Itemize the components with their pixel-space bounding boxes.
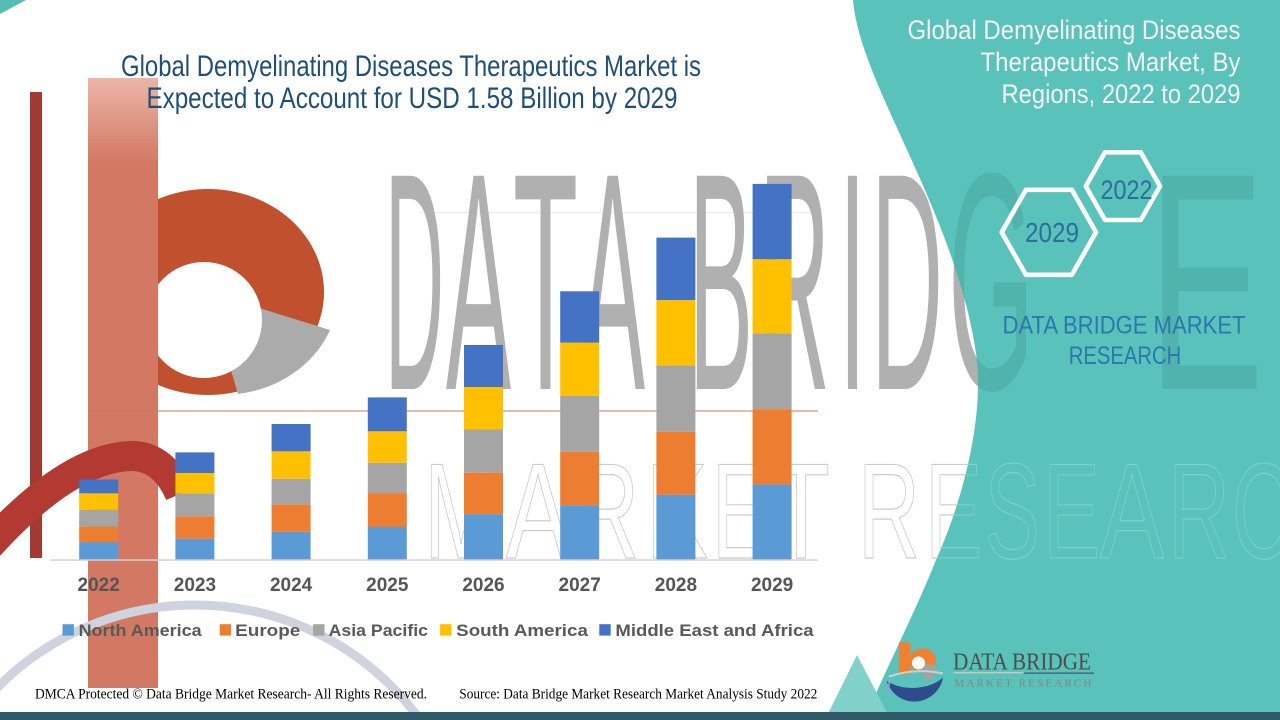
svg-text:Europe: Europe [235, 622, 300, 640]
svg-text:2025: 2025 [366, 575, 409, 596]
svg-text:Asia Pacific: Asia Pacific [329, 622, 428, 640]
svg-text:Source: Data Bridge Market Res: Source: Data Bridge Market Research Mark… [459, 687, 817, 703]
svg-text:South America: South America [456, 622, 589, 640]
svg-text:DATA BRIDGE: DATA BRIDGE [953, 650, 1091, 676]
svg-text:North America: North America [79, 622, 203, 640]
svg-text:2022: 2022 [78, 575, 120, 596]
svg-text:Regions, 2022 to 2029: Regions, 2022 to 2029 [1002, 79, 1241, 109]
svg-text:2029: 2029 [751, 575, 793, 596]
svg-text:DATA BRIDGE MARKET: DATA BRIDGE MARKET [1003, 313, 1246, 340]
svg-text:RESEARCH: RESEARCH [1069, 343, 1182, 370]
svg-text:2029: 2029 [1025, 217, 1079, 248]
svg-text:Therapeutics Market, By: Therapeutics Market, By [981, 47, 1242, 77]
svg-text:Global Demyelinating Diseases: Global Demyelinating Diseases Therapeuti… [121, 50, 701, 83]
svg-text:Middle East and Africa: Middle East and Africa [615, 622, 814, 640]
svg-text:2023: 2023 [174, 575, 216, 596]
svg-text:2028: 2028 [655, 575, 697, 596]
svg-text:Global Demyelinating Diseases: Global Demyelinating Diseases [908, 15, 1241, 45]
svg-text:2027: 2027 [559, 575, 601, 596]
svg-text:2024: 2024 [270, 575, 313, 596]
svg-text:DMCA Protected © Data Bridge M: DMCA Protected © Data Bridge Market Rese… [35, 687, 427, 703]
svg-text:MARKET RESEARCH: MARKET RESEARCH [954, 678, 1091, 690]
svg-text:2026: 2026 [462, 575, 504, 596]
svg-text:2022: 2022 [1101, 175, 1153, 205]
svg-text:Expected to Account for USD 1.: Expected to Account for USD 1.58 Billion… [147, 82, 678, 115]
